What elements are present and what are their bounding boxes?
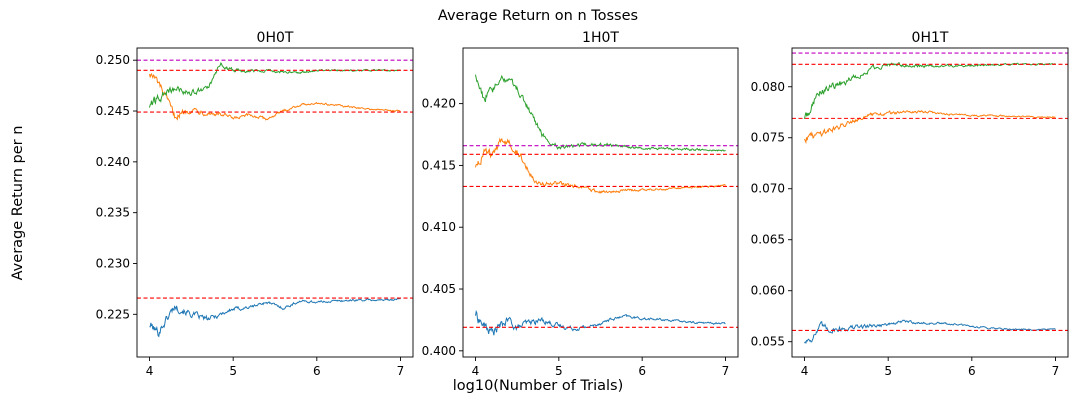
y-tick-label: 0.240	[96, 155, 130, 169]
x-tick-label: 6	[313, 364, 321, 378]
x-tick-label: 4	[472, 364, 480, 378]
series-line-3	[149, 61, 401, 108]
subplot-0h1t: 4 5 6 7 0.055 0.060 0.065 0.070 0.075 0.080 0H1T	[751, 30, 1069, 378]
subplot-title: 0H1T	[912, 30, 949, 46]
y-tick-label: 0.415	[422, 158, 456, 172]
series-line-1	[804, 319, 1056, 345]
y-tick-label: 0.420	[422, 97, 456, 111]
y-tick-label: 0.245	[96, 104, 130, 118]
y-tick-label: 0.075	[751, 131, 785, 145]
series-line-3	[804, 61, 1056, 119]
x-tick-label: 5	[229, 364, 237, 378]
y-tick-label: 0.065	[751, 233, 785, 247]
y-tick-label: 0.235	[96, 206, 130, 220]
y-tick-label: 0.400	[422, 344, 456, 358]
x-tick-label: 7	[722, 364, 730, 378]
series-line-1	[149, 297, 401, 338]
x-tick-label: 7	[397, 364, 405, 378]
series-line-3	[475, 74, 726, 152]
axes-frame	[136, 47, 414, 358]
x-tick-label: 4	[146, 364, 154, 378]
figure-title: Average Return on n Tosses	[437, 8, 639, 24]
y-tick-label: 0.405	[422, 282, 456, 296]
x-tick-label: 7	[1052, 364, 1060, 378]
y-tick-label: 0.080	[751, 80, 785, 94]
subplot-title: 1H0T	[582, 30, 619, 46]
series-line-1	[475, 309, 726, 336]
x-tick-label: 5	[555, 364, 563, 378]
series-line-2	[475, 137, 726, 194]
x-tick-label: 6	[968, 364, 976, 378]
subplot-title: 0H0T	[257, 30, 294, 46]
x-tick-label: 4	[801, 364, 809, 378]
axes-frame	[462, 47, 739, 358]
y-tick-label: 0.225	[96, 307, 130, 321]
x-tick-label: 6	[638, 364, 646, 378]
y-tick-label: 0.410	[422, 220, 456, 234]
y-tick-label: 0.250	[96, 53, 130, 67]
axes-frame	[791, 47, 1069, 358]
x-tick-label: 5	[884, 364, 892, 378]
series-line-2	[804, 110, 1056, 145]
y-tick-label: 0.230	[96, 256, 130, 270]
y-tick-label: 0.055	[751, 335, 785, 349]
subplot-0h0t: 4 5 6 7 0.225 0.230 0.235 0.240 0.245 0.250 0H0T	[96, 30, 414, 378]
figure-x-label: log10(Number of Trials)	[452, 378, 624, 394]
y-tick-label: 0.060	[751, 284, 785, 298]
y-tick-label: 0.070	[751, 182, 785, 196]
subplot-1h0t: 4 5 6 7 0.400 0.405 0.410 0.415 0.420 1H0T	[422, 30, 739, 378]
series-line-2	[149, 72, 401, 121]
figure-y-label: Average Return per n	[10, 125, 26, 281]
